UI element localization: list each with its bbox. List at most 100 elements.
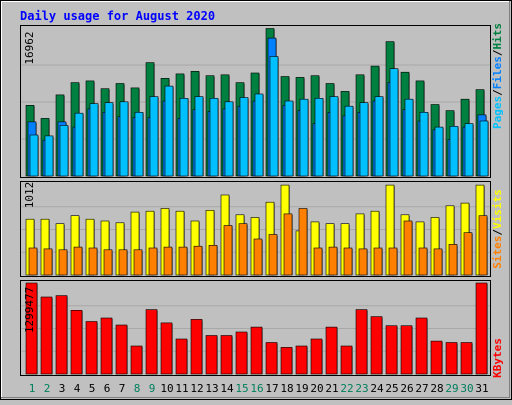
legend-separator: / bbox=[491, 229, 504, 236]
top-panel-max-label: 16962 bbox=[23, 31, 36, 64]
sites-bar bbox=[223, 225, 233, 276]
x-tick-label: 7 bbox=[119, 382, 126, 395]
x-tick-label: 6 bbox=[104, 382, 111, 395]
pages-bar bbox=[479, 120, 489, 177]
x-tick-label: 12 bbox=[190, 382, 203, 395]
pages-bar bbox=[164, 85, 174, 177]
x-tick-label: 27 bbox=[415, 382, 428, 395]
legend-kbytes: KBytes bbox=[491, 338, 504, 378]
legend-sites: Sites bbox=[491, 236, 504, 269]
top-panel-legend: Pages/Files/Hits bbox=[491, 23, 504, 129]
legend-separator: / bbox=[491, 89, 504, 96]
kbytes-bar bbox=[25, 282, 38, 375]
pages-bar bbox=[314, 98, 324, 177]
kbytes-bar bbox=[220, 335, 233, 375]
pages-bar bbox=[29, 134, 39, 177]
sites-bar bbox=[298, 208, 308, 276]
x-tick-label: 13 bbox=[205, 382, 218, 395]
sites-bar bbox=[133, 249, 143, 276]
pages-bar bbox=[449, 126, 459, 177]
kbytes-bar bbox=[160, 322, 173, 375]
sites-bar bbox=[268, 234, 278, 276]
kbytes-bar bbox=[250, 326, 263, 375]
x-tick-label: 10 bbox=[160, 382, 173, 395]
legend-separator: / bbox=[491, 49, 504, 56]
x-tick-label: 4 bbox=[74, 382, 81, 395]
kbytes-bar bbox=[70, 309, 83, 375]
pages-bar bbox=[389, 68, 399, 177]
kbytes-bar bbox=[430, 340, 443, 375]
sites-bar bbox=[178, 246, 188, 276]
sites-bar bbox=[58, 249, 68, 276]
kbytes-bar bbox=[460, 342, 473, 375]
x-axis-day-labels: 1 2 3 4 5 6 7 8 9 10 11 12 13 14 15 16 17 18 19 20 21 22 23 24 2… bbox=[29, 382, 489, 395]
x-tick-label: 3 bbox=[59, 382, 66, 395]
pages-bar bbox=[299, 98, 309, 177]
legend-visits: Visits bbox=[491, 189, 504, 229]
middle-panel-legend: Sites/Visits bbox=[491, 189, 504, 269]
pages-bar bbox=[59, 125, 69, 177]
x-tick-label: 16 bbox=[250, 382, 263, 395]
pages-bar bbox=[359, 102, 369, 177]
pages-bar bbox=[284, 100, 294, 177]
kbytes-bar bbox=[175, 338, 188, 375]
kbytes-bar bbox=[40, 296, 53, 375]
pages-bar bbox=[119, 101, 129, 177]
kbytes-bar bbox=[355, 309, 368, 375]
x-tick-label: 9 bbox=[149, 382, 156, 395]
x-tick-label: 11 bbox=[175, 382, 188, 395]
kbytes-bar bbox=[385, 325, 398, 375]
kbytes-bar bbox=[145, 309, 158, 375]
sites-bar bbox=[373, 247, 383, 276]
pages-bar bbox=[269, 56, 279, 177]
kbytes-bar bbox=[400, 325, 413, 375]
x-tick-label: 17 bbox=[265, 382, 278, 395]
kbytes-bar bbox=[310, 338, 323, 375]
x-tick-label: 20 bbox=[310, 382, 323, 395]
kbytes-bar bbox=[130, 345, 143, 375]
sites-bar bbox=[403, 220, 413, 276]
sites-bar bbox=[313, 247, 323, 276]
x-tick-label: 26 bbox=[400, 382, 413, 395]
x-tick-label: 15 bbox=[235, 382, 248, 395]
sites-bar bbox=[103, 249, 113, 276]
kbytes-bar bbox=[265, 342, 278, 375]
pages-bar bbox=[104, 102, 114, 177]
sites-bar bbox=[448, 244, 458, 276]
legend-files: Files bbox=[491, 56, 504, 89]
pages-bar bbox=[74, 112, 84, 177]
sites-bar bbox=[253, 238, 263, 276]
legend-hits: Hits bbox=[491, 23, 504, 50]
legend-pages: Pages bbox=[491, 96, 504, 129]
sites-bar bbox=[148, 247, 158, 276]
kbytes-bar bbox=[340, 345, 353, 375]
x-tick-label: 14 bbox=[220, 382, 234, 395]
bottom-panel-legend: KBytes bbox=[491, 338, 504, 378]
x-tick-label: 8 bbox=[134, 382, 141, 395]
sites-bar bbox=[388, 247, 398, 276]
kbytes-bar bbox=[235, 331, 248, 375]
x-tick-label: 25 bbox=[385, 382, 398, 395]
pages-bar bbox=[44, 135, 54, 177]
pages-bar bbox=[149, 96, 159, 177]
pages-bar bbox=[404, 98, 414, 177]
sites-bar bbox=[463, 232, 473, 276]
pages-bar bbox=[434, 126, 444, 177]
x-tick-label: 22 bbox=[340, 382, 353, 395]
x-tick-label: 23 bbox=[355, 382, 368, 395]
pages-bar bbox=[329, 96, 339, 177]
x-tick-label: 29 bbox=[445, 382, 458, 395]
x-tick-label: 5 bbox=[89, 382, 96, 395]
sites-bar bbox=[118, 249, 128, 276]
x-tick-label: 18 bbox=[280, 382, 293, 395]
x-tick-label: 28 bbox=[430, 382, 443, 395]
sites-bar bbox=[358, 248, 368, 276]
sites-bar bbox=[28, 247, 38, 276]
kbytes-bar bbox=[280, 347, 293, 375]
pages-bar bbox=[89, 103, 99, 177]
kbytes-bar bbox=[100, 317, 113, 375]
sites-bar bbox=[328, 246, 338, 276]
sites-bar bbox=[43, 248, 53, 276]
pages-bar bbox=[419, 112, 429, 177]
